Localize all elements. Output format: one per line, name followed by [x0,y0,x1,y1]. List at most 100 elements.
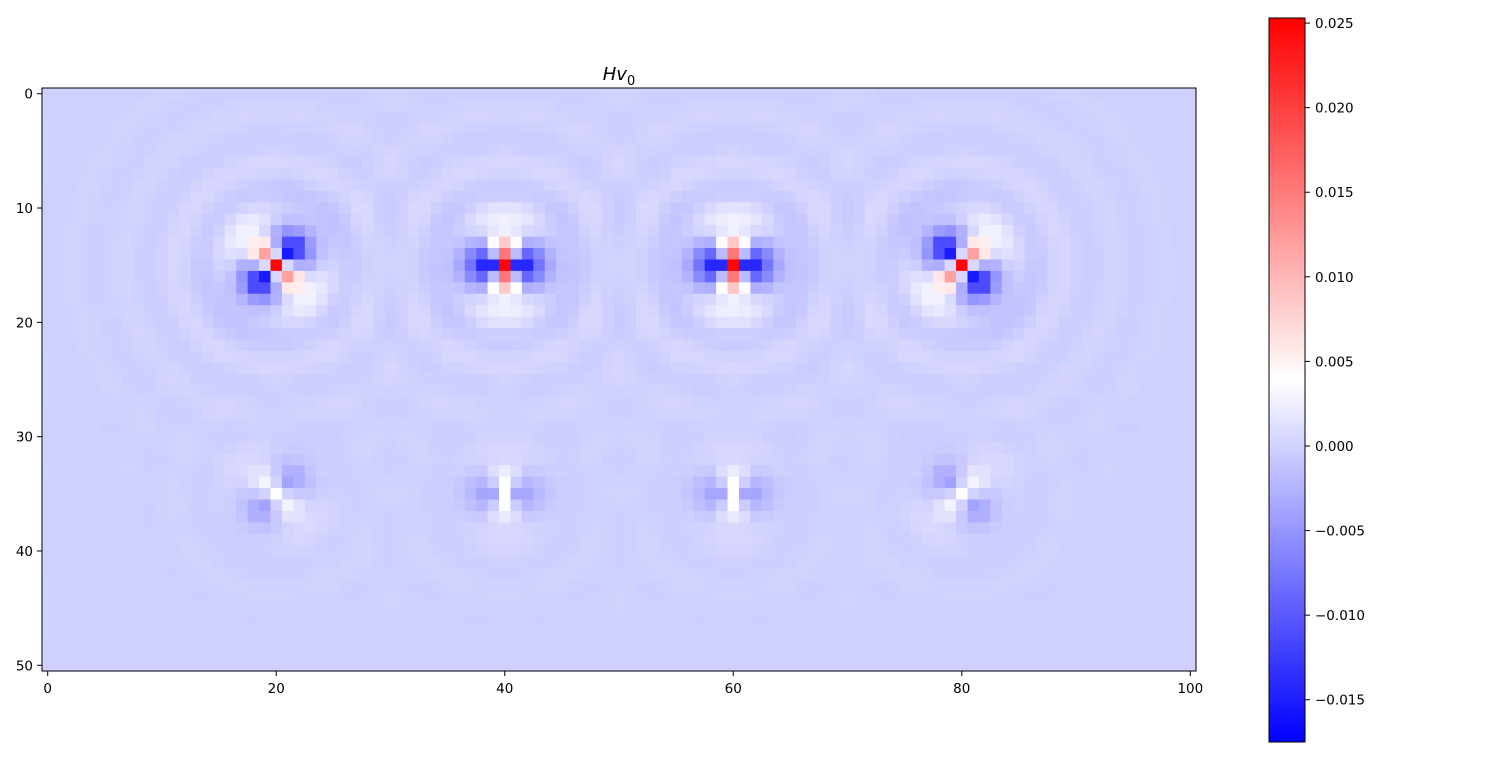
heatmap-cell [201,236,214,249]
heatmap-cell [910,442,923,455]
heatmap-cell [281,499,294,512]
heatmap-cell [1058,179,1071,192]
heatmap-cell [636,248,649,261]
heatmap-cell [350,625,363,638]
heatmap-cell [716,476,729,489]
heatmap-cell [281,168,294,181]
heatmap-cell [407,602,420,615]
heatmap-cell [1058,510,1071,523]
heatmap-cell [750,236,763,249]
heatmap-cell [658,133,672,146]
heatmap-cell [304,465,317,478]
heatmap-cell [658,636,672,649]
heatmap-cell [121,110,135,123]
heatmap-cell [453,305,466,318]
heatmap-cell [956,465,969,478]
heatmap-cell [453,590,466,604]
heatmap-cell [613,190,626,203]
heatmap-cell [784,430,797,443]
heatmap-cell [121,248,135,261]
heatmap-cell [818,293,831,306]
heatmap-cell [270,122,283,135]
heatmap-cell [956,362,969,375]
heatmap-cell [967,430,980,443]
heatmap-cell [247,408,260,421]
heatmap-cell [750,316,763,329]
heatmap-cell [807,625,820,638]
heatmap-cell [1127,145,1140,158]
heatmap-cell [1127,282,1140,295]
heatmap-cell [1081,453,1094,466]
heatmap-cell [693,316,706,329]
heatmap-cell [830,248,843,261]
heatmap-cell [99,168,112,181]
heatmap-cell [441,590,454,604]
heatmap-cell [921,442,934,455]
heatmap-cell [1173,579,1186,592]
heatmap-cell [784,179,797,192]
heatmap-cell [1058,488,1071,501]
heatmap-cell [853,168,866,181]
heatmap-cell [944,408,957,421]
heatmap-cell [1058,556,1071,569]
heatmap-cell [316,579,329,592]
heatmap-cell [693,145,706,158]
heatmap-cell [373,442,386,455]
heatmap-cell [396,613,409,626]
heatmap-cell [841,430,854,443]
heatmap-cell [1013,465,1026,478]
heatmap-cell [1013,282,1026,295]
heatmap-cell [99,362,112,375]
heatmap-cell [727,453,740,466]
heatmap-cell [453,293,466,306]
heatmap-cell [807,533,820,546]
heatmap-cell [339,305,352,318]
heatmap-cell [921,385,934,398]
heatmap-cell [533,636,546,649]
heatmap-cell [1138,236,1151,249]
heatmap-cell [716,225,729,238]
heatmap-cell [327,625,340,638]
heatmap-cell [510,133,523,146]
heatmap-cell [1104,476,1117,489]
heatmap-cell [476,556,489,569]
heatmap-cell [1047,213,1060,226]
heatmap-cell [121,579,135,592]
heatmap-cell [956,625,969,638]
heatmap-cell [716,419,729,432]
heatmap-cell [487,110,500,123]
heatmap-cell [1173,305,1186,318]
heatmap-cell [1093,385,1106,398]
heatmap-cell [910,396,923,409]
heatmap-cell [830,133,843,146]
heatmap-cell [556,373,569,386]
heatmap-cell [887,373,900,386]
heatmap-cell [933,213,946,226]
heatmap-cell [407,579,420,592]
heatmap-cell [499,419,512,432]
heatmap-cell [179,556,192,569]
heatmap-cell [64,579,77,592]
heatmap-cell [830,430,843,443]
heatmap-cell [1104,168,1117,181]
heatmap-cell [978,465,991,478]
heatmap-cell [42,545,55,558]
heatmap-cell [658,556,672,569]
heatmap-cell [1116,430,1129,443]
heatmap-cell [179,179,192,192]
heatmap-cell [704,270,717,283]
heatmap-cell [499,362,512,375]
heatmap-cell [293,385,306,398]
heatmap-cell [1127,545,1140,558]
heatmap-cell [304,488,317,501]
heatmap-cell [53,282,66,295]
heatmap-cell [304,613,317,626]
heatmap-cell [453,282,466,295]
heatmap-cell [658,99,672,112]
heatmap-cell [796,636,809,649]
heatmap-cell [42,408,55,421]
heatmap-cell [42,293,55,306]
heatmap-cell [1013,396,1026,409]
heatmap-cell [681,293,694,306]
heatmap-cell [64,499,77,512]
